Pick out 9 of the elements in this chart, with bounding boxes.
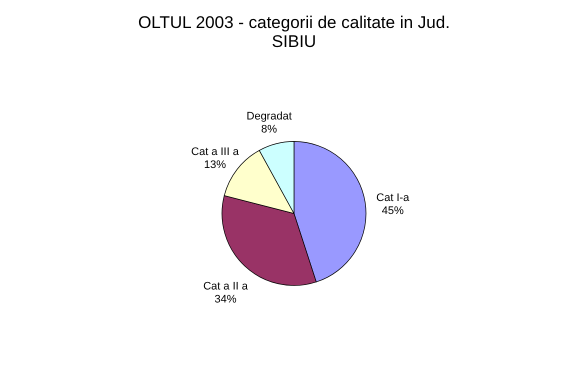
data-label: 8%	[261, 124, 278, 136]
slice-label: Cat I-a	[376, 192, 410, 204]
data-label: 13%	[204, 159, 226, 172]
slice-label: Cat a III a	[191, 146, 240, 158]
slice-label: Cat a II a	[203, 280, 249, 292]
slice-label: Degradat	[246, 110, 292, 123]
data-label: 34%	[214, 293, 237, 306]
data-label: 45%	[382, 204, 404, 217]
chart-title: OLTUL 2003 - categorii de calitate in Jud. SIBIU	[138, 13, 450, 51]
